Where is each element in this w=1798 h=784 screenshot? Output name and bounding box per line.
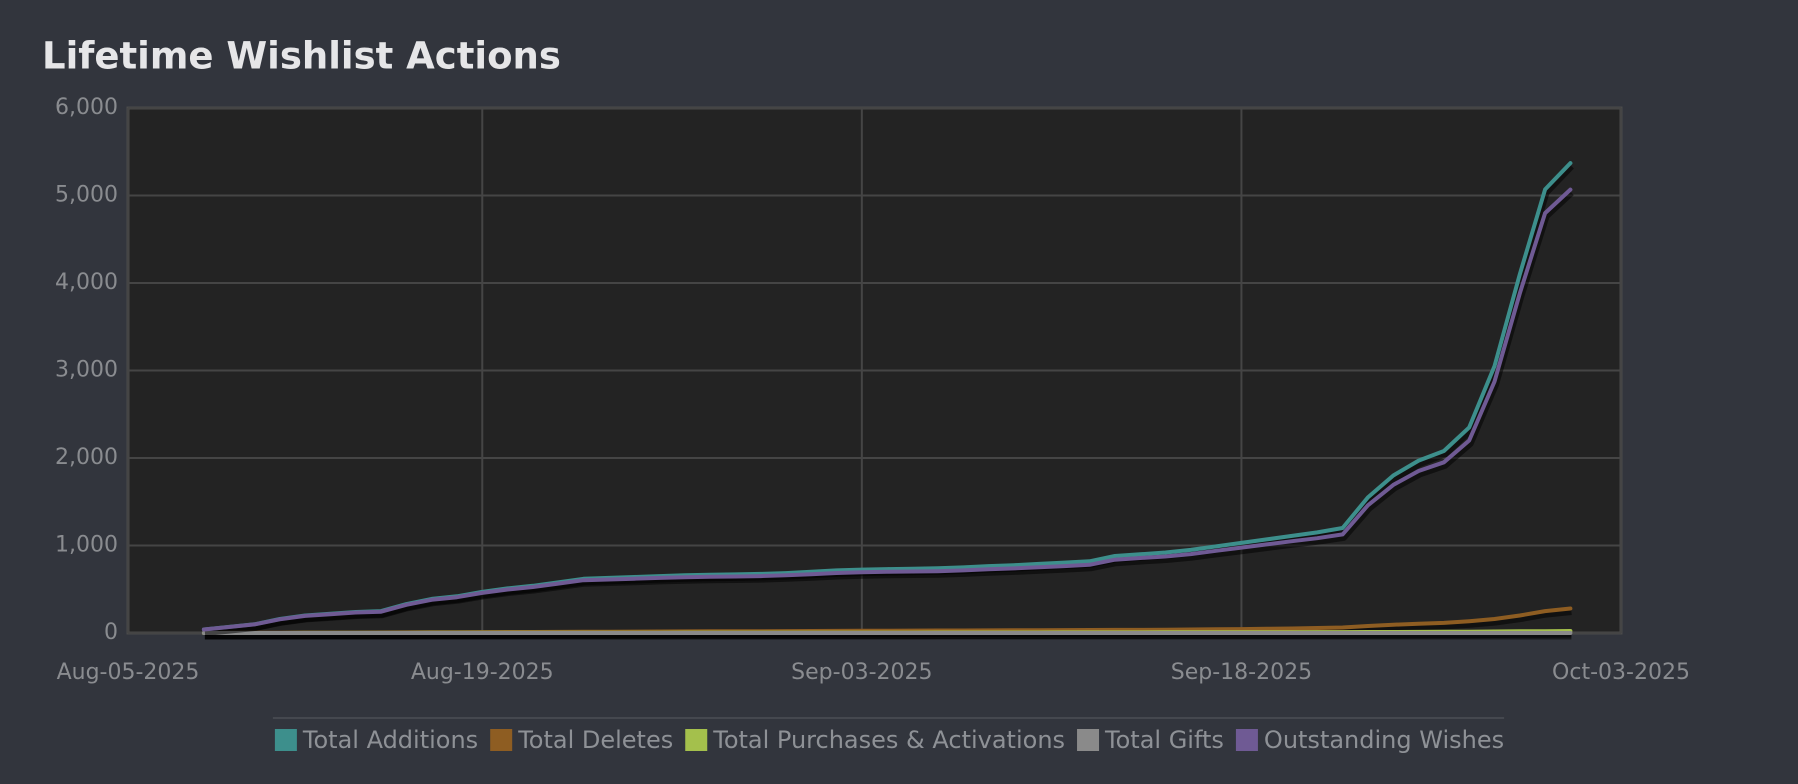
y-tick-label: 5,000	[55, 183, 118, 208]
legend-swatch	[685, 729, 708, 751]
y-tick-label: 6,000	[55, 95, 118, 120]
legend-label: Outstanding Wishes	[1264, 726, 1504, 754]
x-tick-label: Aug-05-2025	[57, 660, 200, 685]
legend-swatch	[490, 729, 513, 751]
y-tick-label: 2,000	[55, 445, 118, 470]
y-tick-label: 0	[104, 620, 118, 645]
y-tick-label: 1,000	[55, 533, 118, 558]
legend-label: Total Gifts	[1104, 726, 1224, 754]
legend-swatch	[1235, 729, 1258, 751]
line	[201, 187, 1573, 632]
x-tick-label: Sep-18-2025	[1171, 660, 1312, 685]
legend-label: Total Purchases & Activations	[712, 726, 1065, 754]
legend-label: Total Deletes	[517, 726, 673, 754]
x-tick-label: Oct-03-2025	[1552, 660, 1690, 685]
legend-label: Total Additions	[302, 726, 478, 754]
chart-title: Lifetime Wishlist Actions	[42, 35, 561, 78]
legend-swatch	[274, 729, 297, 751]
y-tick-label: 3,000	[55, 358, 118, 383]
x-tick-label: Sep-03-2025	[791, 660, 932, 685]
x-tick-label: Aug-19-2025	[411, 660, 554, 685]
y-tick-label: 4,000	[55, 270, 118, 295]
line-shadow	[204, 190, 1574, 636]
legend-swatch	[1077, 729, 1100, 751]
